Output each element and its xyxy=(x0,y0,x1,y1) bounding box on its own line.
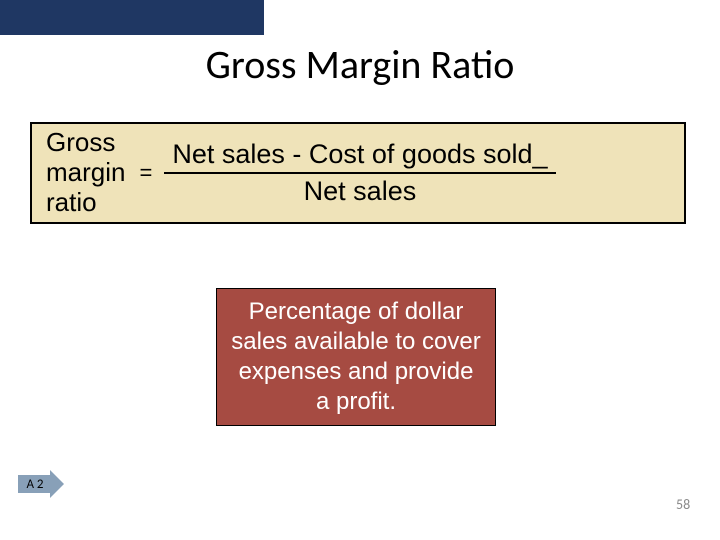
fraction-denominator: Net sales xyxy=(296,174,425,207)
formula-label-line: Gross xyxy=(46,128,125,158)
formula-box: Gross margin ratio = Net sales - Cost of… xyxy=(30,122,686,224)
appendix-badge-label: A 2 xyxy=(18,475,52,493)
formula-fraction: Net sales - Cost of goods sold_ Net sale… xyxy=(164,139,555,207)
fraction-numerator: Net sales - Cost of goods sold_ xyxy=(164,139,555,172)
formula-label: Gross margin ratio xyxy=(46,128,125,218)
slide: Gross Margin Ratio Gross margin ratio = … xyxy=(0,0,720,540)
appendix-badge: A 2 xyxy=(18,470,64,498)
description-box: Percentage of dollar sales available to … xyxy=(216,288,496,426)
header-accent-bar xyxy=(0,0,264,35)
formula-label-line: ratio xyxy=(46,188,125,218)
arrow-head xyxy=(50,470,64,498)
arrow-right-icon: A 2 xyxy=(18,470,64,498)
equals-sign: = xyxy=(125,160,164,186)
slide-title: Gross Margin Ratio xyxy=(0,40,720,89)
description-text: Percentage of dollar sales available to … xyxy=(231,298,480,415)
page-number: 58 xyxy=(676,496,690,513)
formula-label-line: margin xyxy=(46,158,125,188)
